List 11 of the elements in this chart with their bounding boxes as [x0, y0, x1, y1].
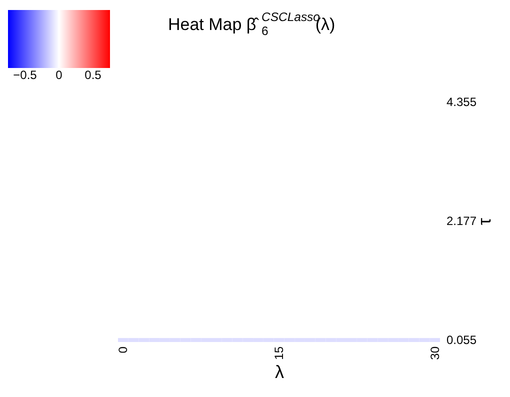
y-tick-label: 0.055 — [446, 333, 477, 348]
color-bar-label: 0 — [56, 68, 63, 82]
y-tick-label: 4.355 — [446, 94, 477, 109]
x-tick-label: 15 — [272, 346, 286, 360]
y-tick-label: 2.177 — [446, 214, 477, 228]
color-bar-label: −0.5 — [13, 68, 38, 82]
color-bar-label: 0.5 — [84, 68, 102, 82]
x-tick-label: 30 — [428, 346, 442, 360]
x-axis-title: λ — [275, 362, 284, 382]
y-axis-title: τ — [474, 218, 495, 226]
x-tick-label: 0 — [116, 346, 130, 354]
